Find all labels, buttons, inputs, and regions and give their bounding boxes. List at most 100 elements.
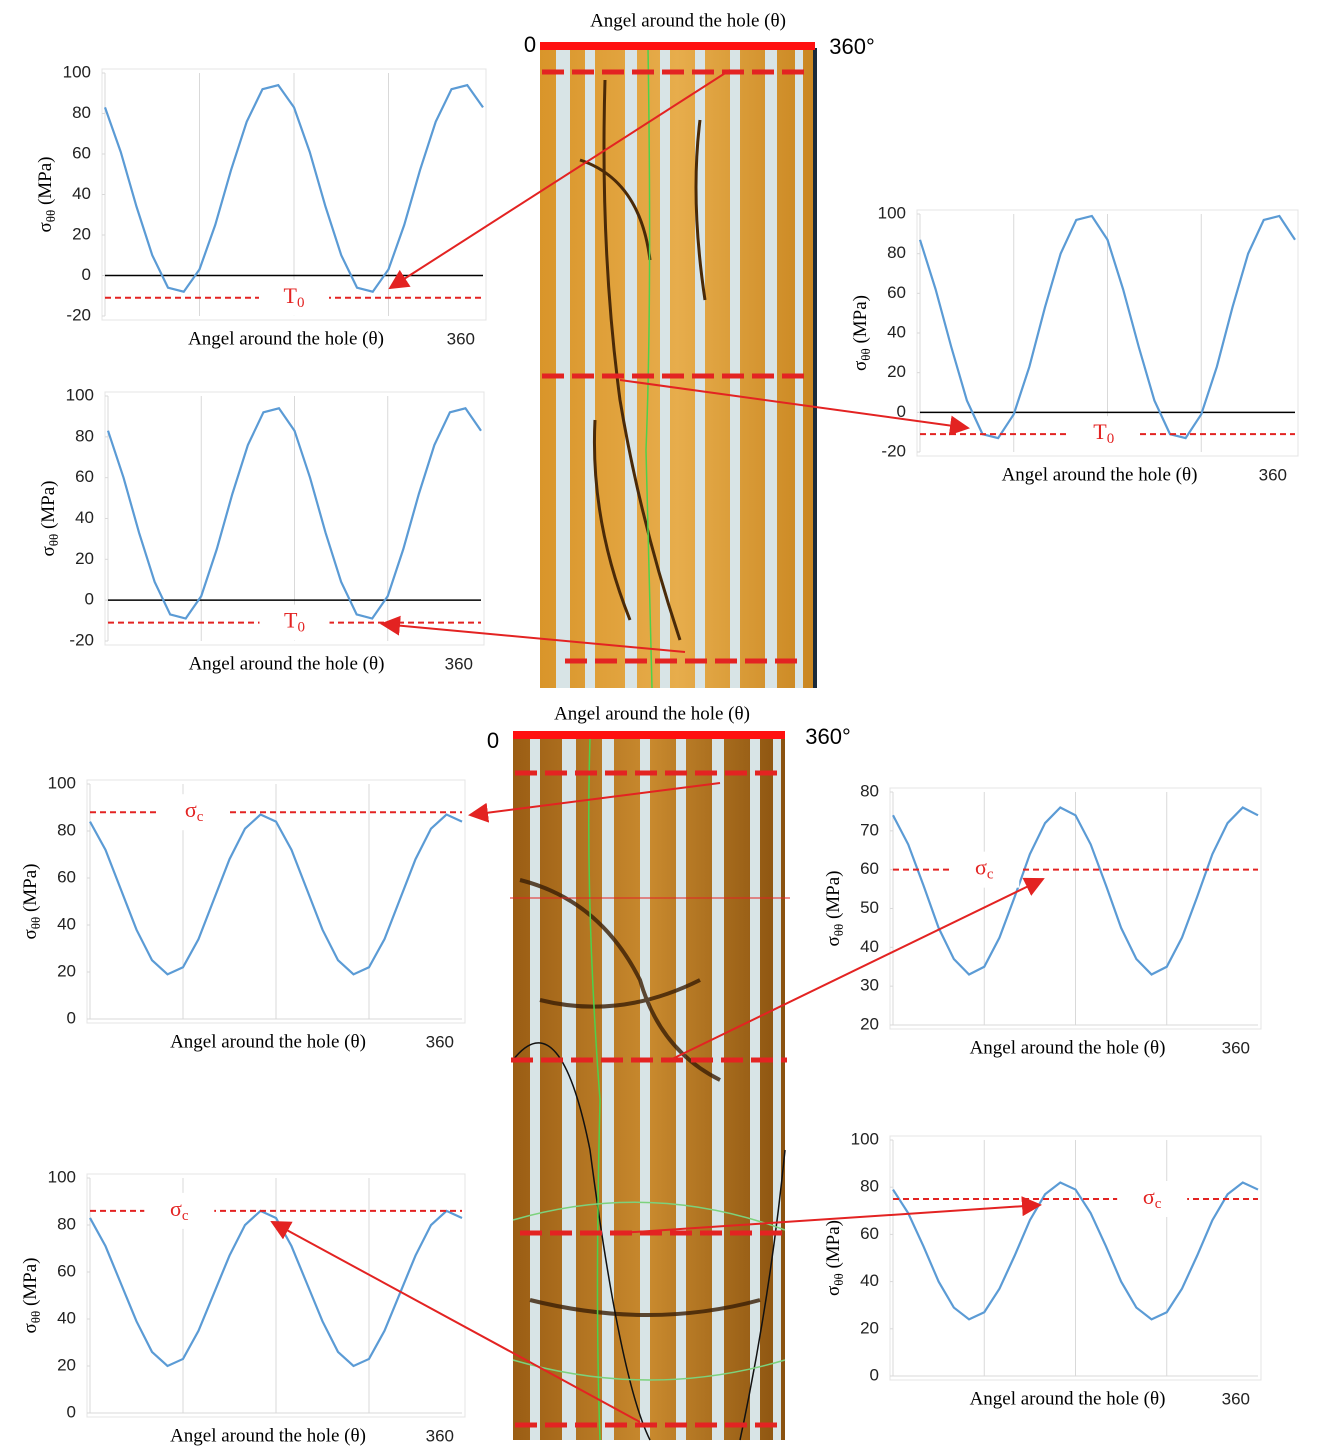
- y-axis-label: σθθ (MPa): [850, 295, 873, 371]
- label-unit: (MPa): [20, 1257, 41, 1310]
- y-tick-label: 100: [851, 1129, 879, 1148]
- label-sub: θθ: [831, 1273, 846, 1285]
- y-tick-label: 40: [860, 937, 879, 956]
- y-tick-label: -20: [69, 630, 94, 649]
- y-tick-label: 40: [860, 1271, 879, 1290]
- label-main: σ: [975, 855, 987, 880]
- y-tick-label: 40: [57, 914, 76, 933]
- label-main: σ: [35, 222, 56, 232]
- y-tick-label: 60: [72, 143, 91, 162]
- y-tick-label: 20: [860, 1014, 879, 1033]
- y-tick-label: 80: [75, 426, 94, 445]
- y-tick-label: 40: [72, 184, 91, 203]
- y-tick-label: 80: [887, 243, 906, 262]
- y-tick-label: 60: [860, 859, 879, 878]
- y-tick-label: 100: [66, 385, 94, 404]
- y-tick-label: -20: [66, 305, 91, 324]
- chart: 020406080100σc360Angel around the hole (…: [20, 1167, 465, 1446]
- label-unit: (MPa): [35, 156, 56, 209]
- image-right-label: 360°: [805, 724, 851, 749]
- y-tick-label: 80: [57, 1214, 76, 1233]
- label-main: T: [284, 283, 298, 308]
- y-tick-label: 60: [57, 867, 76, 886]
- x-axis-label: Angel around the hole (θ): [189, 653, 385, 674]
- x-axis-label: Angel around the hole (θ): [170, 1425, 366, 1446]
- label-main: σ: [823, 936, 844, 946]
- label-main: T: [284, 608, 298, 633]
- x-axis-label: Angel around the hole (θ): [188, 328, 384, 349]
- y-tick-label: 60: [57, 1261, 76, 1280]
- y-axis-label: σθθ (MPa): [35, 156, 58, 232]
- label-main: T: [1093, 419, 1107, 444]
- y-tick-label: 40: [57, 1308, 76, 1327]
- x-tick-label: 360: [447, 329, 475, 348]
- y-tick-label: 60: [75, 467, 94, 486]
- label-sub: c: [182, 1208, 189, 1224]
- y-tick-label: 30: [860, 976, 879, 995]
- y-tick-label: 40: [887, 322, 906, 341]
- y-tick-label: 80: [72, 103, 91, 122]
- label-unit: (MPa): [20, 863, 41, 916]
- y-tick-label: 20: [57, 1355, 76, 1374]
- y-tick-label: 60: [887, 283, 906, 302]
- y-axis-label: σθθ (MPa): [823, 1220, 846, 1296]
- label-sub: c: [987, 867, 994, 883]
- y-tick-label: 0: [67, 1402, 76, 1421]
- y-tick-label: 50: [860, 898, 879, 917]
- y-tick-label: 20: [75, 549, 94, 568]
- y-tick-label: 60: [860, 1224, 879, 1243]
- y-axis-label: σθθ (MPa): [20, 1257, 43, 1333]
- y-tick-label: 0: [85, 590, 94, 609]
- y-tick-label: 100: [48, 773, 76, 792]
- label-sub: θθ: [858, 348, 873, 360]
- y-tick-label: 80: [860, 781, 879, 800]
- label-sub: 0: [297, 620, 305, 636]
- image-title: Angel around the hole (θ): [590, 10, 786, 31]
- y-tick-label: 80: [860, 1177, 879, 1196]
- label-unit: (MPa): [823, 870, 844, 923]
- label-main: σ: [20, 1323, 41, 1333]
- chart: -20020406080100T0360Angel around the hol…: [35, 62, 486, 349]
- y-axis-label: σθθ (MPa): [823, 870, 846, 946]
- x-tick-label: 360: [445, 654, 473, 673]
- label-unit: (MPa): [823, 1220, 844, 1273]
- label-main: σ: [185, 797, 197, 822]
- x-tick-label: 360: [426, 1426, 454, 1445]
- chart: 020406080100σc360Angel around the hole (…: [823, 1129, 1261, 1409]
- label-sub: 0: [1107, 432, 1115, 448]
- page: {"chart_data": [ {"type": "line", "x": […: [0, 0, 1317, 1449]
- label-sub: c: [1155, 1196, 1162, 1212]
- label-sub: θθ: [46, 534, 61, 546]
- label-sub: c: [197, 810, 204, 826]
- label-sub: θθ: [28, 1311, 43, 1323]
- label-sub: θθ: [28, 917, 43, 929]
- x-tick-label: 360: [1222, 1038, 1250, 1057]
- y-tick-label: 20: [72, 224, 91, 243]
- y-tick-label: 0: [82, 265, 91, 284]
- label-main: σ: [823, 1286, 844, 1296]
- label-sub: θθ: [831, 924, 846, 936]
- label-main: σ: [20, 929, 41, 939]
- label-main: σ: [38, 546, 59, 556]
- y-tick-label: 100: [878, 203, 906, 222]
- label-main: σ: [850, 361, 871, 371]
- y-tick-label: 100: [48, 1167, 76, 1186]
- y-tick-label: 20: [57, 961, 76, 980]
- image-right-label: 360°: [829, 34, 875, 59]
- y-tick-label: 40: [75, 508, 94, 527]
- borehole-image: [510, 731, 790, 1440]
- y-tick-label: -20: [881, 441, 906, 460]
- x-axis-label: Angel around the hole (θ): [970, 1037, 1166, 1058]
- x-tick-label: 360: [1222, 1389, 1250, 1408]
- x-axis-label: Angel around the hole (θ): [1002, 464, 1198, 485]
- y-tick-label: 20: [860, 1318, 879, 1337]
- label-main: σ: [170, 1196, 182, 1221]
- x-axis-label: Angel around the hole (θ): [170, 1031, 366, 1052]
- y-tick-label: 80: [57, 820, 76, 839]
- label-main: σ: [1143, 1184, 1155, 1209]
- x-tick-label: 360: [1259, 465, 1287, 484]
- figure: Angel around the hole (θ) 0 360° Angel a…: [0, 0, 1317, 1449]
